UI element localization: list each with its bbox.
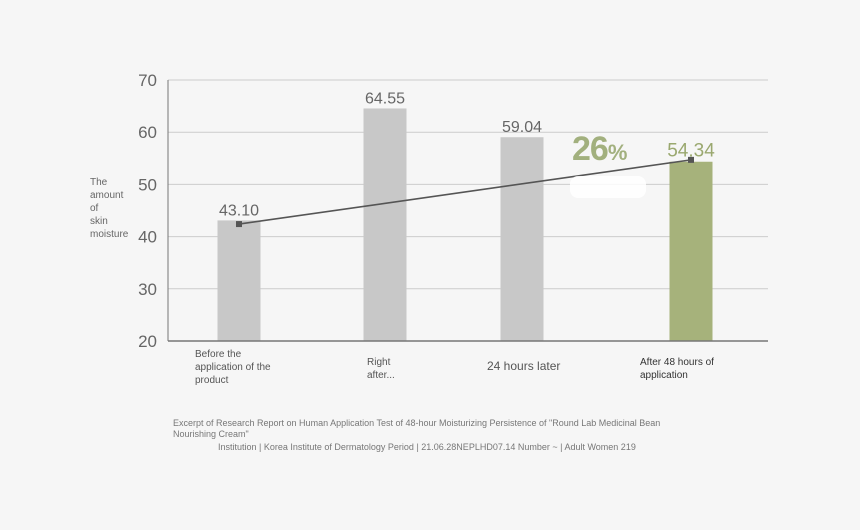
bar-value-label-1: 64.55: [365, 90, 405, 107]
y-tick-label: 40: [138, 228, 157, 247]
bar-value-label-2: 59.04: [502, 119, 542, 136]
trend-marker-end: [688, 156, 694, 163]
bar-3: [669, 161, 713, 341]
y-tick-label: 60: [138, 123, 157, 142]
footer-institution: Institution | Korea Institute of Dermato…: [218, 442, 636, 452]
increase-badge: 26%: [572, 130, 627, 169]
trend-marker-start: [236, 221, 242, 228]
x-tick-label-24h: 24 hours later: [487, 359, 561, 373]
y-tick-label: 50: [138, 175, 157, 194]
y-axis-label: The amount of skin moisture: [90, 177, 129, 240]
badge-blurred-caption: [570, 176, 646, 198]
bar-value-label-0: 43.10: [219, 202, 259, 219]
y-tick-label: 20: [138, 332, 157, 351]
x-tick-label-right-after: Right after...: [367, 357, 395, 381]
bar-value-label-3: 54.34: [667, 141, 715, 162]
increase-number: 26: [572, 130, 609, 168]
increase-percent: %: [607, 140, 628, 165]
trend-line: [238, 159, 692, 225]
y-tick-label: 30: [138, 280, 157, 299]
footer-report-title: Excerpt of Research Report on Human Appl…: [173, 418, 661, 439]
x-tick-label-before: Before the application of the product: [195, 349, 271, 386]
y-tick-label: 70: [138, 71, 157, 90]
bar-1: [363, 108, 407, 341]
bar-2: [500, 137, 544, 341]
x-tick-label-48h: After 48 hours of application: [640, 357, 714, 381]
bar-0: [217, 220, 261, 341]
